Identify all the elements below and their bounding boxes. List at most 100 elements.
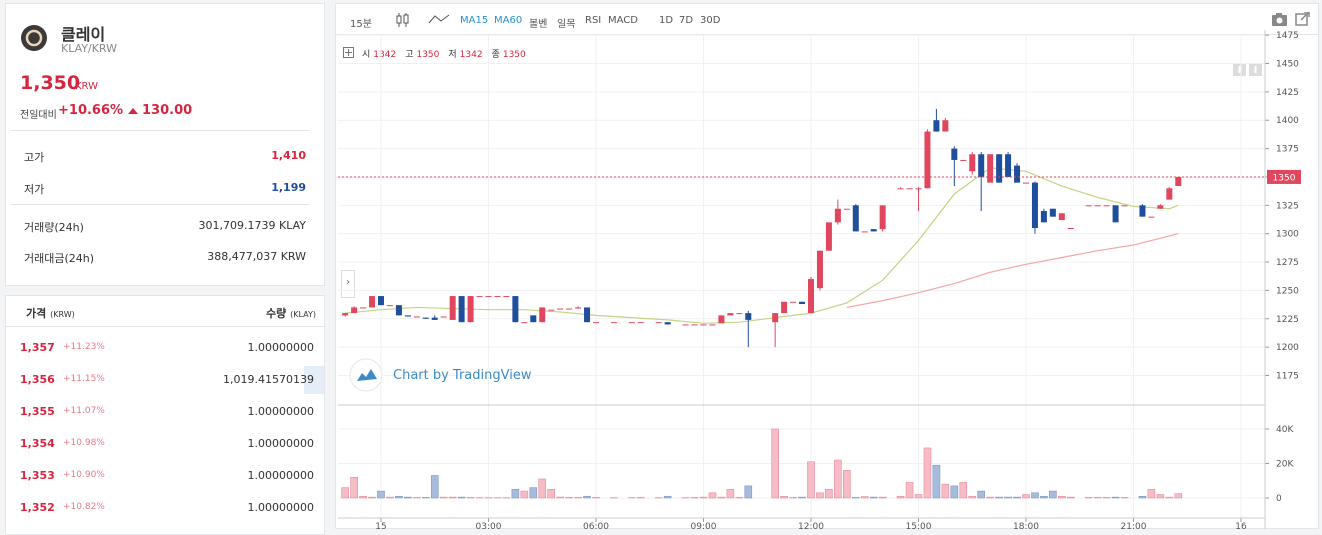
candle-body xyxy=(799,302,805,304)
volume-bar xyxy=(799,497,806,498)
order-price[interactable]: 1,352 xyxy=(20,501,55,514)
candle-body xyxy=(718,315,724,323)
candle-body xyxy=(485,296,491,297)
order-qty: 1.00000000 xyxy=(248,469,314,482)
candle-body xyxy=(512,296,518,322)
x-tick-label: 18:00 xyxy=(1013,522,1039,529)
volume-bar xyxy=(951,486,958,498)
y-tick-label: 1250 xyxy=(1276,286,1299,296)
volume-bar xyxy=(1103,497,1110,498)
candle-body xyxy=(808,279,814,313)
y-tick-label: 1200 xyxy=(1276,343,1299,353)
x-tick-label: 15:00 xyxy=(906,522,932,529)
volume-bar xyxy=(458,497,465,498)
col-header: 가격 (KRW) xyxy=(26,305,75,321)
candle-body xyxy=(1148,217,1154,218)
candle-body xyxy=(566,309,572,310)
volume-bar xyxy=(440,497,447,498)
y-tick-label: 1425 xyxy=(1276,88,1299,98)
candle-body xyxy=(996,154,1002,182)
volume-bar xyxy=(933,465,940,498)
volume-bar xyxy=(960,482,967,498)
candle-body xyxy=(745,313,751,320)
candle-body xyxy=(575,307,581,308)
volume-bar xyxy=(807,462,814,498)
divider xyxy=(11,130,309,131)
volume-bar xyxy=(1014,497,1021,498)
volume-bar xyxy=(852,497,859,498)
volume-bar xyxy=(709,493,716,498)
candle-body xyxy=(503,296,509,297)
candle-body xyxy=(772,313,778,322)
volume-bar xyxy=(843,470,850,498)
order-price[interactable]: 1,357 xyxy=(20,341,55,354)
header-text: 수량 xyxy=(266,307,286,320)
candle-body xyxy=(844,209,850,210)
volume-bar xyxy=(1040,496,1047,498)
order-price[interactable]: 1,356 xyxy=(20,373,55,386)
volume-tick-label: 0 xyxy=(1276,494,1282,504)
volume-bar xyxy=(449,497,456,498)
y-tick-label: 1175 xyxy=(1276,372,1299,382)
order-change: +11.15% xyxy=(63,374,105,384)
summary-value: 1,199 xyxy=(271,181,306,194)
order-qty: 1.00000000 xyxy=(248,341,314,354)
candle-body xyxy=(1175,177,1181,186)
volume-bar xyxy=(592,497,599,498)
volume-bar xyxy=(879,497,886,498)
volume-bar xyxy=(1139,496,1146,498)
order-price[interactable]: 1,354 xyxy=(20,437,55,450)
candle-body xyxy=(951,149,957,160)
volume-bar xyxy=(386,497,393,498)
candle-body xyxy=(1104,205,1110,206)
volume-bar xyxy=(745,486,752,498)
header-text: 가격 xyxy=(26,307,46,320)
volume-bar xyxy=(736,497,743,498)
order-qty: 1.00000000 xyxy=(248,501,314,514)
candle-body xyxy=(593,322,599,323)
divider xyxy=(6,326,324,327)
last-price-label: 1350 xyxy=(1273,173,1296,183)
candle-body xyxy=(978,154,984,177)
candle-body xyxy=(548,310,554,311)
candle-body xyxy=(933,120,939,131)
candle-body xyxy=(853,205,859,231)
ma-line xyxy=(847,234,1178,308)
volume-bar xyxy=(996,497,1003,498)
candle-body xyxy=(987,154,993,182)
candle-body xyxy=(441,317,447,318)
volume-bar xyxy=(467,497,474,498)
candle-body xyxy=(915,188,921,189)
col-header: 수량 (KLAY) xyxy=(266,305,316,321)
price: 1,350 xyxy=(20,72,80,94)
summary-label: 거래량(24h) xyxy=(24,219,84,235)
header-unit: (KLAY) xyxy=(290,310,316,319)
volume-bar xyxy=(548,489,555,498)
volume-bar xyxy=(978,491,985,498)
volume-bar xyxy=(700,497,707,498)
up-arrow xyxy=(128,107,138,115)
candle-body xyxy=(521,322,527,323)
volume-bar xyxy=(834,460,841,498)
order-change: +11.23% xyxy=(63,342,105,352)
order-price[interactable]: 1,355 xyxy=(20,405,55,418)
volume-bar xyxy=(1049,491,1056,498)
volume-bar xyxy=(790,497,797,498)
candle-body xyxy=(1014,166,1020,183)
candle-body xyxy=(835,209,841,223)
candle-body xyxy=(826,222,832,250)
volume-bar xyxy=(342,488,349,498)
candle-body xyxy=(1157,205,1163,208)
candle-body xyxy=(387,305,393,306)
volume-bar xyxy=(584,496,591,498)
order-price[interactable]: 1,353 xyxy=(20,469,55,482)
watermark-icon xyxy=(350,359,382,391)
candle-body xyxy=(1095,205,1101,206)
volume-bar xyxy=(557,497,564,498)
candle-body xyxy=(342,313,348,315)
volume-bar xyxy=(1058,496,1065,498)
volume-bar xyxy=(1022,495,1029,498)
volume-bar xyxy=(530,488,537,498)
volume-bar xyxy=(351,477,358,498)
